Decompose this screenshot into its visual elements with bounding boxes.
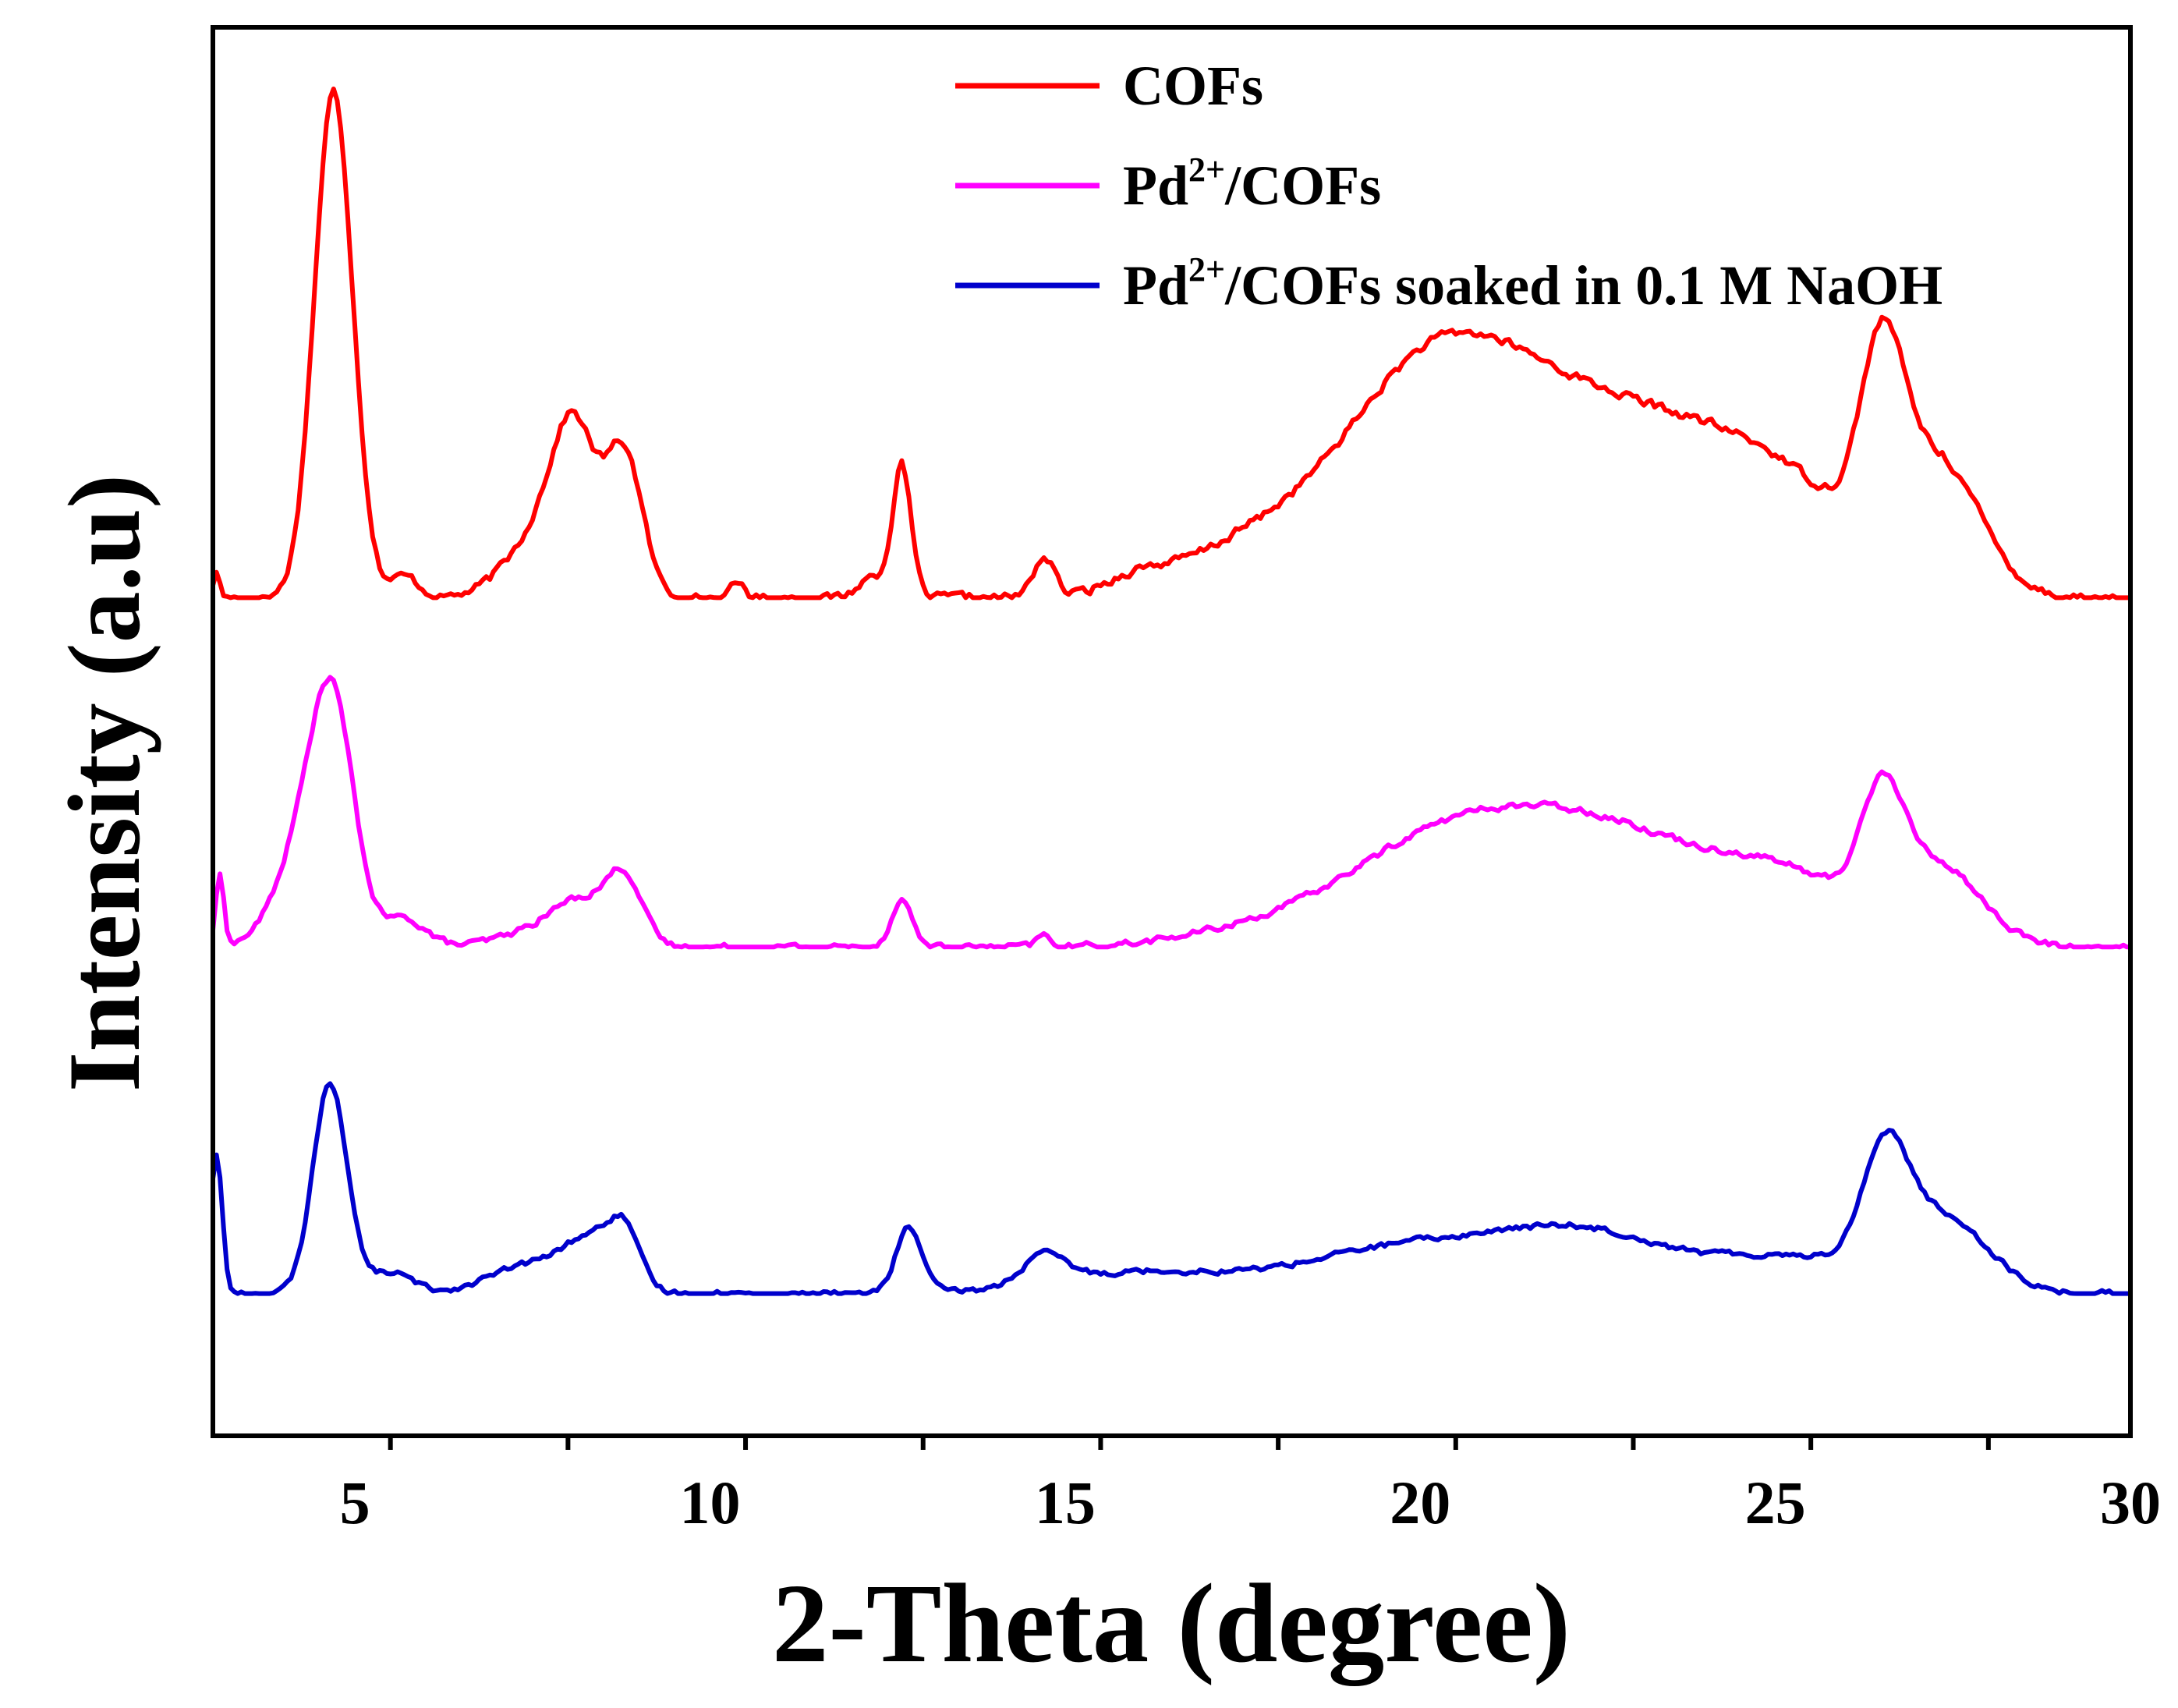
x-tick-label: 15 (1035, 1469, 1096, 1536)
x-tick-label: 5 (340, 1469, 370, 1536)
x-axis-title: 2-Theta (degree) (772, 1561, 1571, 1686)
x-tick-label: 10 (680, 1469, 741, 1536)
plot-frame (211, 25, 2133, 1438)
y-axis-title: Intensity (a.u) (47, 474, 161, 1092)
x-tick-label: 20 (1390, 1469, 1450, 1536)
legend-label-1: COFs (1123, 55, 1263, 117)
x-tick-label: 25 (1745, 1469, 1806, 1536)
legend-label-3: Pd2+/COFs soaked in 0.1 M NaOH (1123, 250, 1942, 317)
series-line-3 (211, 1081, 2130, 1296)
series-line-2 (211, 675, 2130, 950)
series-lines (211, 87, 2130, 1296)
x-tick-label: 30 (2100, 1469, 2161, 1536)
legend: COFs Pd2+/COFs Pd2+/COFs soaked in 0.1 M N… (955, 55, 1942, 317)
x-axis-ticks: 5 10 15 20 25 30 (340, 1436, 2161, 1536)
legend-label-2: Pd2+/COFs (1123, 151, 1381, 217)
series-line-1 (211, 87, 2130, 601)
